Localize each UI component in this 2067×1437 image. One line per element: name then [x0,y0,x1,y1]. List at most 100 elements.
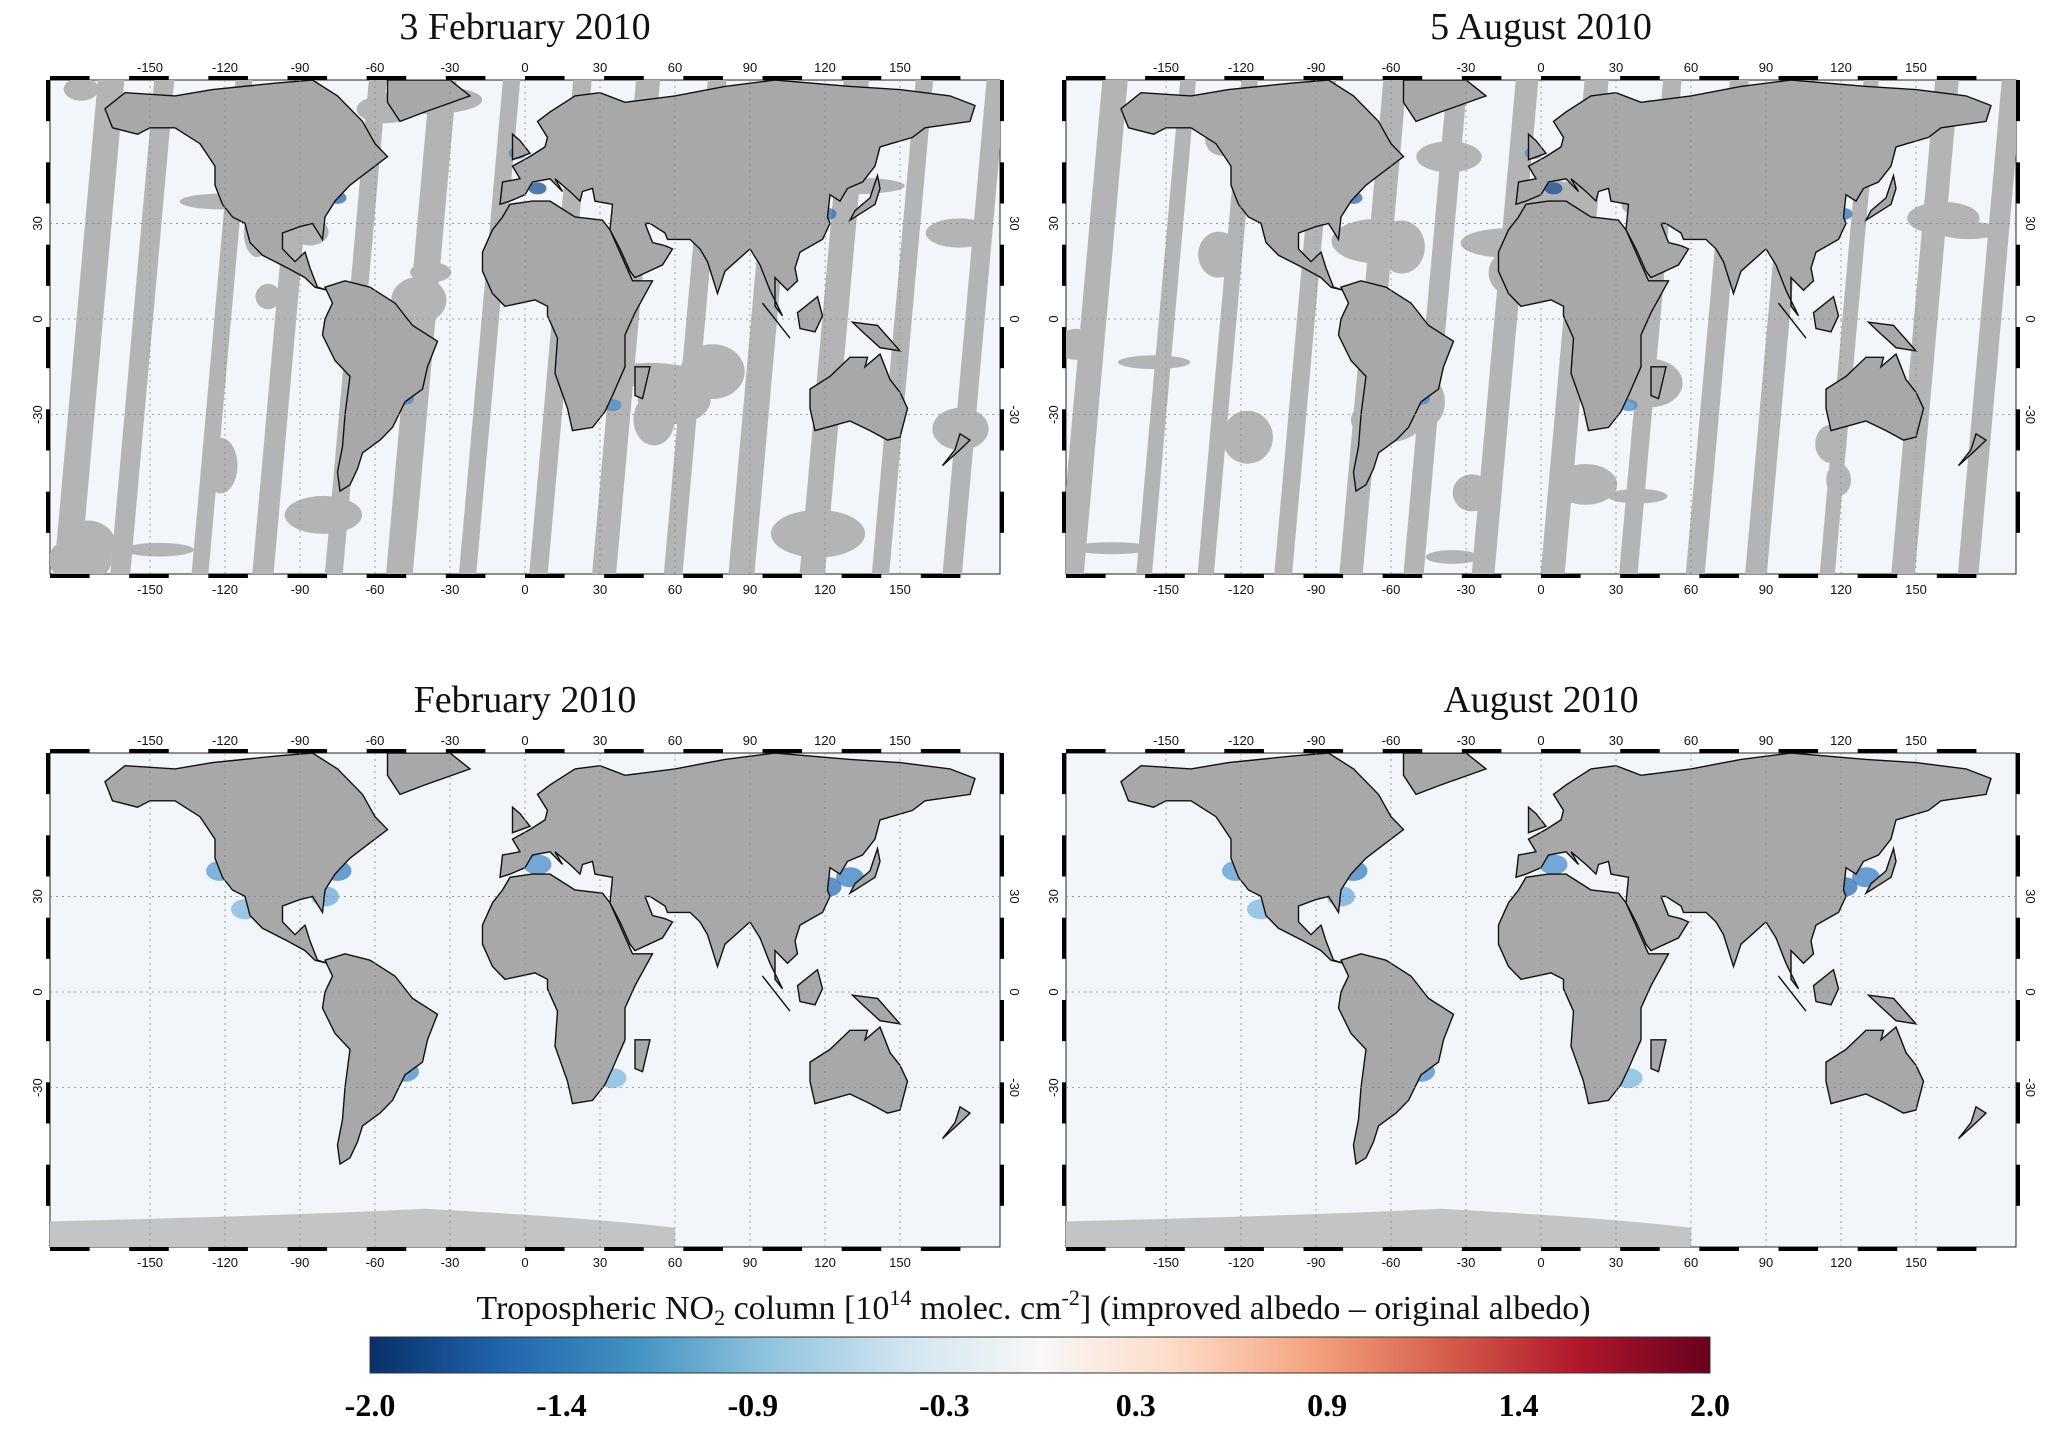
lon-tick-label-bottom: 0 [521,582,528,597]
landmass-borneo [796,968,824,1006]
border-tick [2016,327,2020,369]
border-tick [841,1247,882,1251]
cloud-mask [1416,141,1482,173]
landmass-eurasia [499,753,976,990]
lon-tick-label-top: -120 [212,733,238,748]
border-tick [1062,80,1066,122]
lon-tick-label-top: -150 [137,733,163,748]
lon-tick-label-top: 90 [1759,733,1773,748]
colorbar: Tropospheric NO2 column [1014 molec. cm-… [0,1285,2067,1437]
cloud-mask [1607,488,1668,504]
lat-tick-label-left: -30 [1046,1078,1061,1097]
lon-tick-label-bottom: 90 [743,1255,757,1270]
colorbar-tick-label: -2.0 [344,1387,396,1423]
lon-tick-label-bottom: 90 [1759,1255,1773,1270]
lon-tick-label-top: 60 [668,60,682,75]
panel-title: February 2010 [413,679,637,721]
border-tick [1699,76,1739,80]
cloud-mask [284,495,363,534]
lon-tick-label-bottom: -60 [366,582,385,597]
lon-tick-label-top: -90 [291,60,310,75]
border-tick [762,574,803,578]
border-tick [1620,574,1660,578]
landmass-greenland [1402,80,1488,123]
cloud-mask [1331,219,1420,264]
border-tick [1936,1247,1977,1251]
border-tick [525,749,565,753]
border-tick [1461,574,1502,578]
landmass-south-america [1337,280,1455,493]
lon-tick-label-bottom: -150 [137,1255,163,1270]
landmass-north-america [104,80,389,291]
landmass-japan [1864,845,1897,896]
border-tick [1303,749,1344,753]
border-tick [287,1247,328,1251]
colorbar-tick-label: 1.4 [1498,1387,1539,1423]
lon-tick-label-top: -120 [1228,60,1254,75]
border-tick [445,1247,486,1251]
landmass-south-america [321,953,439,1166]
border-tick [1224,1247,1264,1251]
cloud-mask [1937,221,2001,240]
landmass-uk [1527,132,1548,161]
lon-tick-label-bottom: 150 [889,582,911,597]
border-tick [1541,749,1581,753]
border-tick [366,574,407,578]
border-tick [762,749,803,753]
lon-tick-label-top: -150 [1153,733,1179,748]
border-tick [1461,749,1502,753]
map-plot: -150 -150 -120 -120 -90 -90 -60 -60 -30 -30 0 0 30 30… [1046,733,2036,1270]
cloud-mask [255,283,281,310]
lon-tick-label-bottom: -150 [1153,1255,1179,1270]
lon-tick-label-top: -120 [1228,733,1254,748]
cloud-mask [1198,231,1240,278]
map-plot: -150 -150 -120 -120 -90 -90 -60 -60 -30 -30 0 0 30 30… [30,60,1020,597]
lon-tick-label-top: 90 [1759,60,1773,75]
border-tick [46,80,50,122]
cloud-mask [123,542,194,557]
landmass-australia [809,352,909,441]
border-tick [1062,1082,1066,1124]
border-tick [1382,76,1423,80]
lon-tick-label-bottom: 60 [1684,582,1698,597]
cloud-mask [1222,410,1273,464]
missing-data-swath [458,80,521,574]
landmass-madagascar [634,1039,651,1073]
border-tick [287,76,328,80]
lat-tick-label-left: 0 [30,988,45,995]
border-tick [2016,80,2020,122]
border-tick [683,749,723,753]
border-tick [1541,76,1581,80]
lon-tick-label-bottom: -30 [441,582,460,597]
border-tick [208,574,248,578]
lon-tick-label-bottom: 90 [743,582,757,597]
map-plot: -150 -150 -120 -120 -90 -90 -60 -60 -30 -30 0 0 30 30… [30,733,1020,1270]
cloud-mask [770,509,866,558]
lon-tick-label-top: 120 [814,60,836,75]
lat-tick-label-right: -30 [1007,1078,1020,1097]
lon-tick-label-bottom: -150 [137,582,163,597]
missing-data-antarctic [1066,1208,1691,1247]
border-tick [366,749,407,753]
lon-tick-label-top: 120 [1830,60,1852,75]
cloud-mask [925,218,993,248]
border-tick [50,574,90,578]
lon-tick-label-top: -120 [212,60,238,75]
cloud-mask [50,536,112,574]
landmass-africa [481,873,654,1105]
border-tick [604,749,644,753]
lon-tick-label-bottom: 120 [814,582,836,597]
lon-tick-label-bottom: 150 [889,1255,911,1270]
border-tick [604,574,644,578]
border-tick [1382,574,1423,578]
border-tick [129,1247,169,1251]
border-tick [129,574,169,578]
lon-tick-label-top: 0 [521,60,528,75]
lat-tick-label-right: -30 [2023,405,2036,424]
border-tick [604,1247,644,1251]
lon-tick-label-bottom: 60 [1684,1255,1698,1270]
missing-data-antarctic [50,1208,675,1247]
lon-tick-label-bottom: 0 [1537,1255,1544,1270]
landmass-north-america [1120,753,1405,964]
lon-tick-label-top: 150 [1905,60,1927,75]
